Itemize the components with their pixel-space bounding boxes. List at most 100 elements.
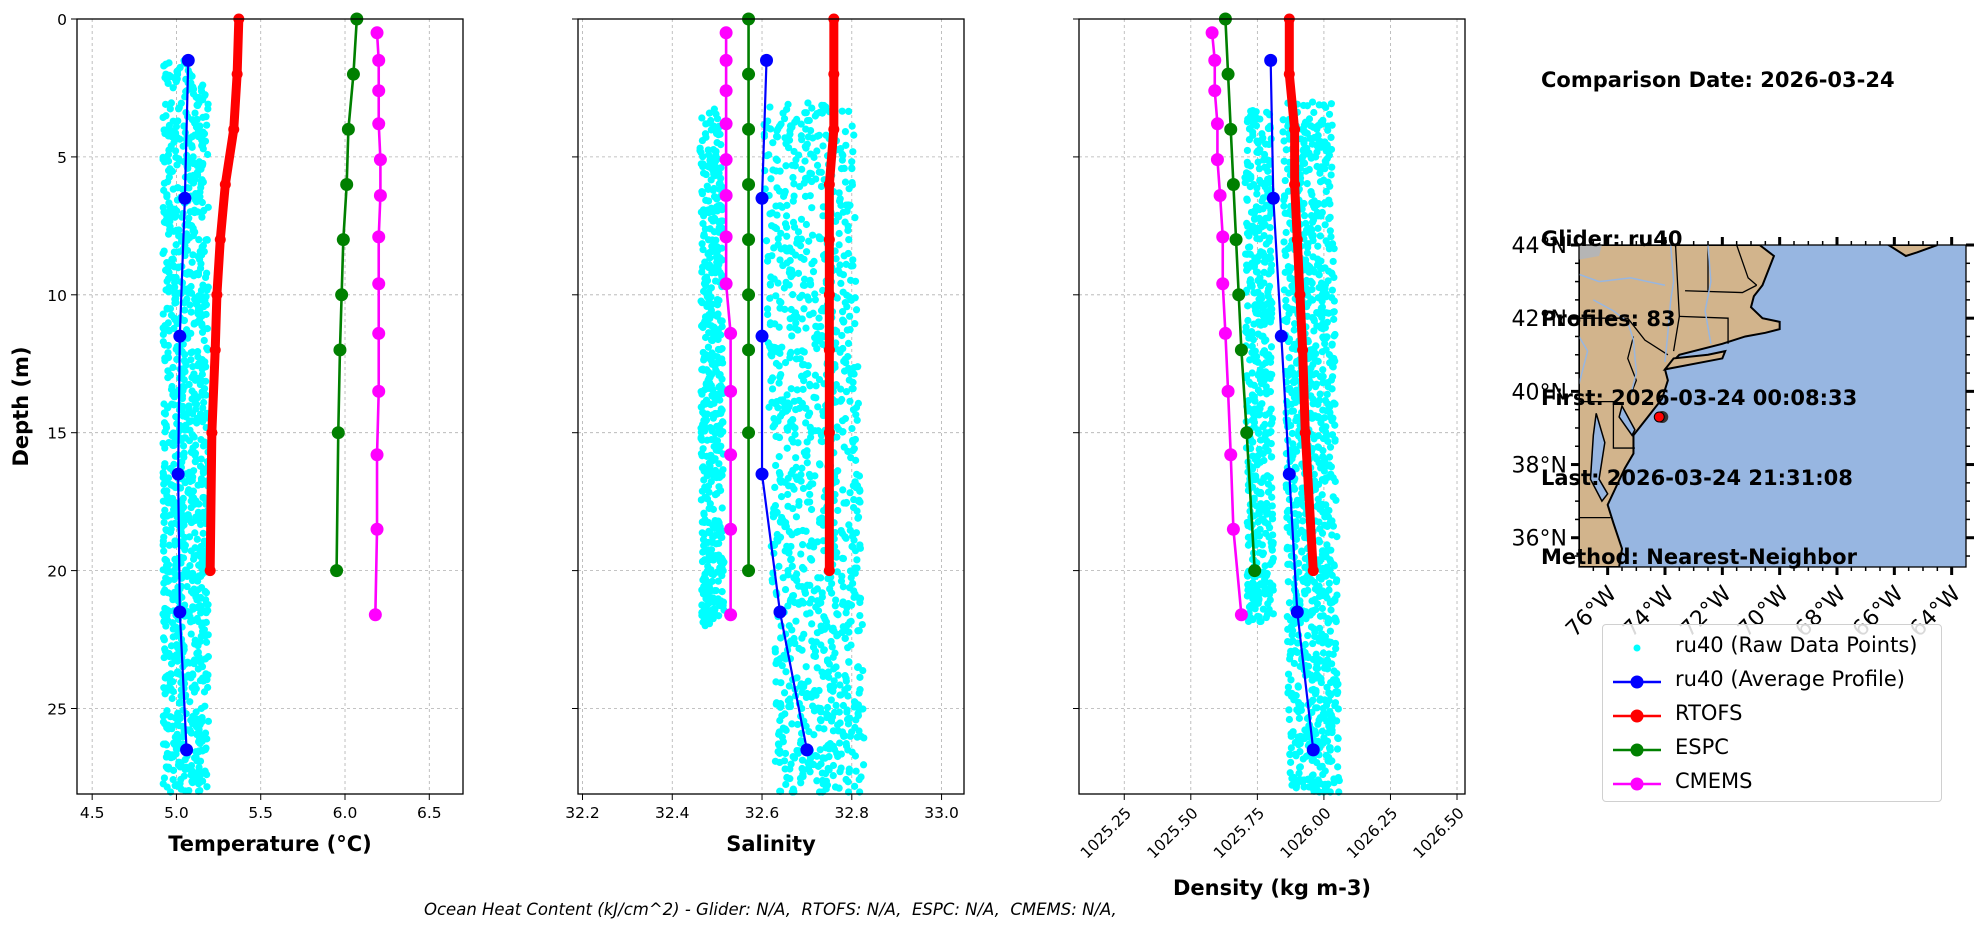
raw-point bbox=[811, 652, 820, 661]
raw-point bbox=[700, 416, 708, 425]
raw-point bbox=[820, 613, 828, 621]
raw-point bbox=[1325, 215, 1333, 223]
raw-point bbox=[790, 313, 798, 321]
raw-point bbox=[1260, 474, 1268, 482]
raw-point bbox=[838, 156, 846, 164]
raw-point bbox=[1313, 148, 1321, 156]
raw-point bbox=[813, 147, 821, 155]
raw-point bbox=[167, 481, 175, 489]
raw-point bbox=[848, 542, 856, 551]
raw-point bbox=[856, 544, 864, 552]
raw-point bbox=[816, 715, 825, 724]
raw-point bbox=[817, 760, 825, 768]
raw-point bbox=[1314, 224, 1322, 232]
raw-point bbox=[1328, 286, 1336, 294]
raw-point bbox=[699, 246, 707, 254]
raw-point bbox=[1300, 776, 1308, 784]
raw-point bbox=[194, 665, 202, 673]
raw-point bbox=[1316, 556, 1324, 564]
raw-point bbox=[1323, 522, 1331, 531]
raw-point bbox=[1331, 699, 1340, 707]
raw-point bbox=[1262, 388, 1270, 396]
raw-point bbox=[840, 732, 848, 740]
raw-point bbox=[1255, 214, 1263, 222]
raw-point bbox=[1308, 597, 1316, 605]
raw-point bbox=[1256, 525, 1264, 534]
raw-point bbox=[705, 109, 714, 117]
raw-point bbox=[1255, 409, 1264, 418]
data-point-cmems bbox=[1226, 522, 1240, 536]
raw-point bbox=[1269, 582, 1277, 590]
data-point-espc bbox=[335, 288, 349, 302]
legend-entry-espc: ESPC bbox=[1603, 733, 1941, 767]
raw-point bbox=[791, 118, 799, 126]
raw-point bbox=[1268, 309, 1276, 317]
raw-point bbox=[176, 423, 184, 431]
raw-point bbox=[718, 355, 726, 363]
raw-point bbox=[202, 293, 210, 301]
x-tick-label: 32.6 bbox=[745, 804, 780, 822]
raw-point bbox=[717, 597, 725, 605]
raw-point bbox=[1246, 124, 1254, 133]
raw-point bbox=[160, 774, 169, 782]
raw-point bbox=[806, 169, 814, 177]
y-tick-label: 25 bbox=[47, 701, 67, 719]
raw-point bbox=[1267, 405, 1275, 413]
raw-point bbox=[1260, 279, 1268, 287]
raw-point bbox=[830, 665, 838, 673]
data-point-glider bbox=[1266, 191, 1280, 205]
data-point-cmems bbox=[719, 277, 733, 291]
raw-point bbox=[1315, 101, 1323, 109]
raw-point bbox=[169, 766, 178, 774]
raw-point bbox=[1322, 658, 1331, 667]
raw-point bbox=[854, 701, 862, 709]
raw-point bbox=[833, 632, 841, 640]
raw-point bbox=[830, 745, 839, 754]
raw-point bbox=[202, 113, 210, 121]
raw-point bbox=[712, 236, 720, 244]
raw-point bbox=[709, 145, 718, 154]
state-border bbox=[1736, 245, 1758, 286]
raw-point bbox=[163, 783, 171, 791]
raw-data-points bbox=[696, 99, 868, 796]
raw-point bbox=[807, 480, 815, 488]
raw-point bbox=[764, 117, 772, 125]
raw-point bbox=[1309, 696, 1317, 704]
raw-point bbox=[844, 720, 853, 728]
raw-point bbox=[784, 697, 792, 705]
raw-point bbox=[160, 471, 168, 479]
x-axis-label: Temperature (°C) bbox=[168, 832, 371, 856]
raw-point bbox=[1242, 323, 1250, 331]
raw-point bbox=[1253, 234, 1261, 243]
raw-point bbox=[710, 436, 719, 444]
raw-point bbox=[802, 419, 810, 427]
data-point-espc bbox=[1229, 233, 1243, 247]
raw-point bbox=[1319, 366, 1327, 374]
data-point-cmems bbox=[1216, 277, 1230, 291]
raw-point bbox=[159, 249, 167, 258]
raw-point bbox=[1325, 689, 1333, 697]
raw-point bbox=[847, 454, 855, 462]
state-border bbox=[1627, 336, 1638, 396]
raw-point bbox=[707, 322, 715, 330]
raw-point bbox=[794, 269, 803, 277]
raw-point bbox=[171, 147, 180, 155]
raw-point bbox=[807, 126, 815, 135]
raw-point bbox=[775, 453, 783, 461]
raw-point bbox=[789, 218, 798, 226]
raw-point bbox=[799, 385, 807, 393]
raw-point bbox=[854, 497, 863, 505]
raw-point bbox=[832, 596, 840, 604]
data-point-espc bbox=[336, 233, 350, 247]
raw-point bbox=[783, 391, 791, 399]
raw-point bbox=[762, 237, 771, 245]
raw-point bbox=[1313, 704, 1321, 712]
raw-point bbox=[773, 657, 781, 665]
raw-point bbox=[806, 382, 814, 390]
data-point-cmems bbox=[370, 448, 384, 462]
data-point-glider bbox=[180, 743, 194, 757]
raw-point bbox=[704, 562, 712, 570]
raw-point bbox=[170, 324, 178, 333]
raw-point bbox=[159, 153, 167, 161]
raw-point bbox=[803, 459, 811, 467]
